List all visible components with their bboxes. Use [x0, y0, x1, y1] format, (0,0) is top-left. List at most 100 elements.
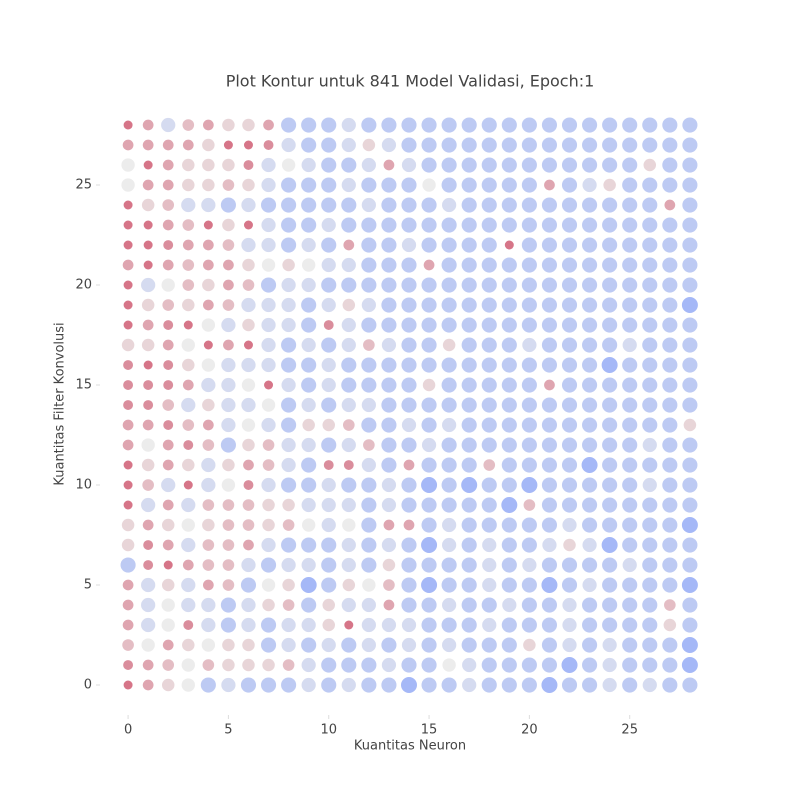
x-axis-label: Kuantitas Neuron	[354, 739, 466, 754]
dot	[561, 437, 578, 453]
dot	[141, 298, 155, 312]
dot	[642, 217, 658, 233]
dot	[241, 237, 256, 253]
dot	[582, 537, 597, 553]
dot	[161, 618, 175, 632]
dot	[262, 459, 275, 471]
dot	[421, 637, 437, 653]
dot	[162, 219, 174, 231]
dot	[521, 537, 537, 553]
dot	[541, 357, 558, 373]
dot	[461, 577, 477, 593]
dot	[241, 297, 256, 313]
dot	[562, 517, 577, 533]
dot	[521, 237, 537, 253]
dot	[421, 317, 437, 333]
dot	[301, 637, 317, 653]
dot	[122, 439, 134, 451]
dot	[221, 478, 236, 492]
dot	[461, 157, 477, 173]
dot	[501, 377, 517, 393]
dot	[241, 617, 256, 633]
dot	[361, 317, 377, 333]
dot	[622, 217, 638, 233]
dot	[182, 239, 194, 251]
dot	[341, 597, 356, 613]
dot	[143, 160, 153, 170]
dot	[301, 557, 316, 573]
dot	[222, 499, 235, 511]
dot	[642, 277, 658, 293]
dot	[461, 297, 477, 313]
dot	[602, 197, 618, 213]
dot	[383, 159, 395, 171]
dot	[341, 117, 356, 133]
dot	[642, 457, 658, 473]
dot	[401, 477, 417, 493]
dot	[622, 477, 638, 493]
dot	[182, 419, 195, 431]
dot	[602, 217, 618, 233]
dot	[643, 158, 657, 172]
dot	[501, 537, 517, 553]
dot	[121, 158, 135, 172]
dot	[521, 597, 537, 613]
dot	[361, 477, 377, 493]
dot	[123, 460, 133, 470]
dot	[561, 497, 578, 513]
dot	[582, 177, 597, 193]
dot	[601, 537, 618, 553]
dot	[182, 298, 195, 312]
dot	[222, 179, 235, 191]
dot	[221, 677, 236, 693]
dot	[682, 337, 698, 353]
dot	[162, 299, 175, 311]
dot	[682, 477, 698, 493]
dot	[123, 660, 134, 670]
dot	[442, 537, 457, 553]
dot	[361, 557, 377, 573]
dot	[182, 358, 195, 372]
dot	[220, 597, 236, 613]
dot	[221, 357, 236, 373]
dot	[341, 177, 356, 193]
dot	[161, 678, 175, 692]
dot	[662, 117, 678, 133]
dot	[561, 157, 578, 173]
dot	[321, 437, 337, 453]
dot	[582, 217, 598, 233]
dot	[141, 198, 155, 212]
dot	[301, 237, 316, 253]
dot	[682, 497, 698, 513]
dot	[442, 517, 457, 533]
dot	[143, 260, 153, 270]
dot	[262, 658, 275, 672]
dot	[123, 200, 133, 210]
dot	[121, 538, 135, 552]
dot	[541, 237, 558, 253]
dot	[664, 599, 676, 611]
dot	[521, 217, 537, 233]
dot	[181, 497, 196, 513]
dot	[341, 497, 356, 513]
dot	[242, 178, 255, 192]
dot	[222, 658, 235, 672]
dot	[682, 277, 698, 293]
dot	[341, 477, 357, 493]
dot	[281, 337, 297, 353]
dot	[223, 140, 233, 150]
dot	[642, 437, 657, 453]
dot	[622, 597, 638, 613]
dot	[662, 417, 678, 433]
dot	[403, 519, 415, 531]
dot	[602, 237, 618, 253]
dot	[401, 537, 417, 553]
dot	[441, 137, 457, 153]
dot	[240, 577, 257, 593]
dot	[622, 637, 638, 653]
dot	[622, 337, 637, 353]
dot	[642, 397, 658, 413]
dot	[381, 637, 397, 653]
dot	[622, 657, 638, 673]
dot	[662, 657, 678, 673]
